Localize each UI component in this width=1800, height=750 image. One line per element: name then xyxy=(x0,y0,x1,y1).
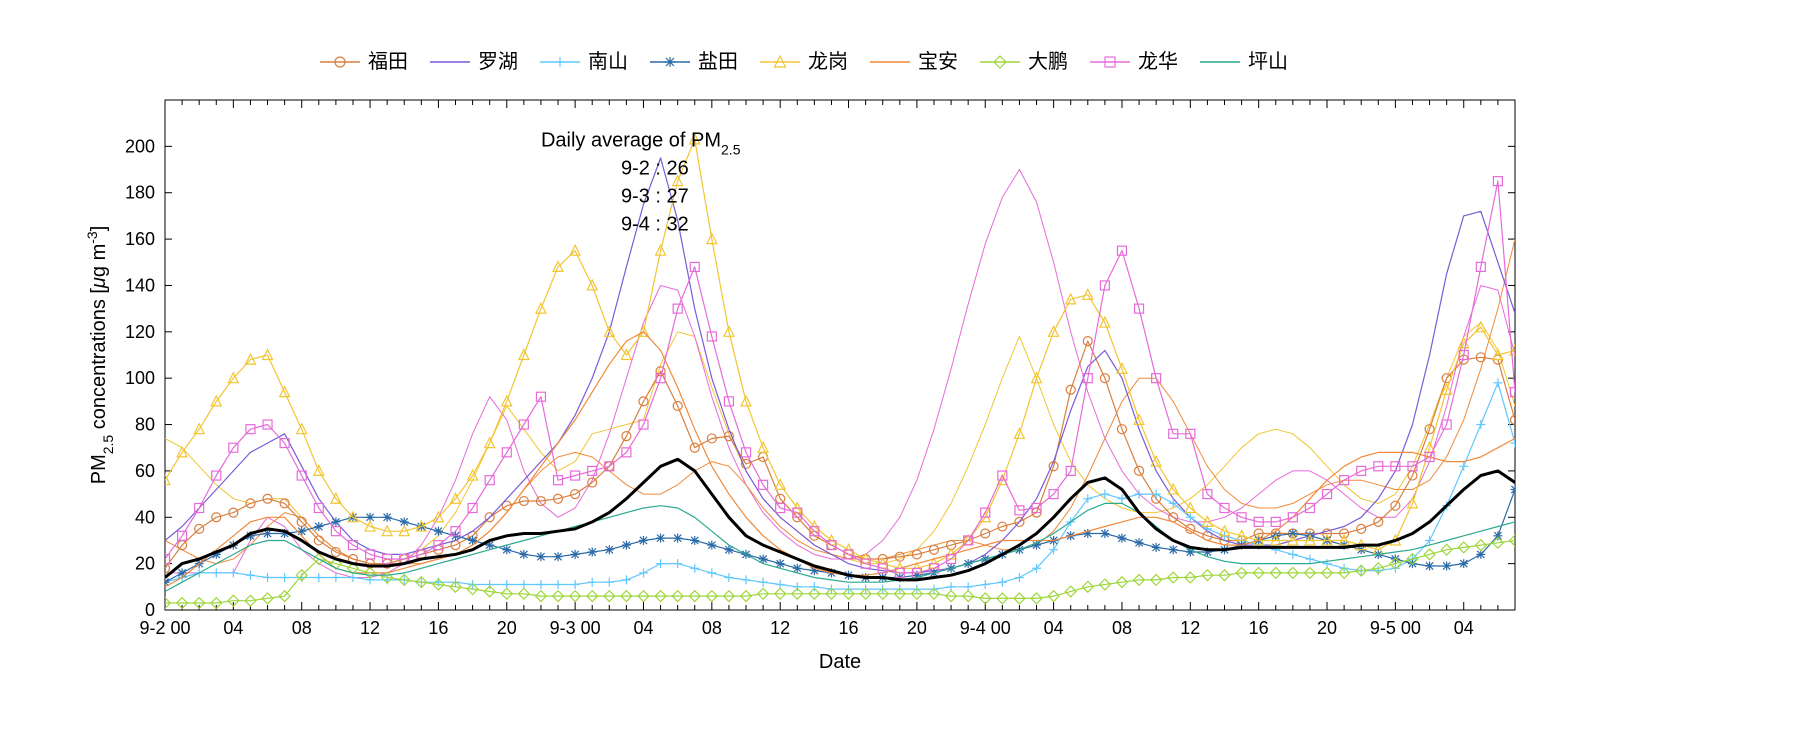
ytick-label: 80 xyxy=(135,415,155,435)
xtick-label: 12 xyxy=(360,618,380,638)
xtick-label: 16 xyxy=(1249,618,1269,638)
xtick-label: 20 xyxy=(1317,618,1337,638)
ytick-label: 160 xyxy=(125,229,155,249)
plot-area xyxy=(160,134,1521,608)
legend-label: 坪山 xyxy=(1248,50,1288,73)
legend-item: 龙岗 xyxy=(760,50,848,73)
legend-item: 盐田 xyxy=(650,50,738,73)
xtick-label: 9-3 00 xyxy=(550,618,601,638)
ytick-label: 200 xyxy=(125,136,155,156)
pm25-chart: 0 20 40 60 80 100 120 140 160 180 200 9-2 00 04 08 12 1… xyxy=(0,0,1800,750)
xtick-label: 08 xyxy=(702,618,722,638)
xtick-label: 08 xyxy=(292,618,312,638)
xtick-label: 16 xyxy=(839,618,859,638)
xtick-label: 9-2 00 xyxy=(139,618,190,638)
legend-item: 福田 xyxy=(320,50,408,73)
xtick-label: 20 xyxy=(497,618,517,638)
xtick-label: 04 xyxy=(223,618,243,638)
series-罗湖 xyxy=(165,158,1515,573)
ytick-label: 0 xyxy=(145,600,155,620)
ytick-label: 60 xyxy=(135,461,155,481)
series-龙岗 xyxy=(160,134,1520,573)
ytick-label: 40 xyxy=(135,507,155,527)
legend-label: 大鹏 xyxy=(1028,50,1068,73)
ytick-label: 120 xyxy=(125,322,155,342)
legend-label: 龙华 xyxy=(1138,50,1178,73)
ytick-label: 100 xyxy=(125,368,155,388)
legend-item: 坪山 xyxy=(1200,50,1288,73)
chart-svg: 0 20 40 60 80 100 120 140 160 180 200 9-2 00 04 08 12 1… xyxy=(0,0,1800,750)
xlabel: Date xyxy=(819,651,861,673)
legend-label: 龙岗 xyxy=(808,50,848,73)
series-南山 xyxy=(161,378,1520,593)
xtick-label: 9-5 00 xyxy=(1370,618,1421,638)
legend-item: 宝安 xyxy=(870,50,958,73)
ylabel: PM2.5 concentrations [μg m-3] xyxy=(84,226,116,485)
ytick-label: 180 xyxy=(125,183,155,203)
legend-item: 南山 xyxy=(540,50,628,73)
series-龙华-b xyxy=(165,170,1515,578)
xtick-label: 08 xyxy=(1112,618,1132,638)
ytick-label: 20 xyxy=(135,554,155,574)
xtick-label: 9-4 00 xyxy=(960,618,1011,638)
xtick-label: 12 xyxy=(770,618,790,638)
xtick-label: 16 xyxy=(428,618,448,638)
xtick-label: 20 xyxy=(907,618,927,638)
annotation-line: 9-4 : 32 xyxy=(621,213,689,235)
xtick-label: 04 xyxy=(1044,618,1064,638)
xtick-label: 12 xyxy=(1180,618,1200,638)
annotation-line: 9-3 : 27 xyxy=(621,185,689,207)
annotation-line: 9-2 : 26 xyxy=(621,157,689,179)
xtick-label: 04 xyxy=(633,618,653,638)
legend-item: 大鹏 xyxy=(980,50,1068,73)
ytick-label: 140 xyxy=(125,275,155,295)
legend-item: 龙华 xyxy=(1090,50,1178,73)
annotation-line: Daily average of PM2.5 xyxy=(541,129,741,157)
legend-label: 罗湖 xyxy=(478,50,518,73)
legend-label: 宝安 xyxy=(918,50,958,73)
legend-label: 南山 xyxy=(588,50,628,73)
xtick-label: 04 xyxy=(1454,618,1474,638)
legend-item: 罗湖 xyxy=(430,50,518,73)
legend-label: 盐田 xyxy=(698,50,738,73)
legend-label: 福田 xyxy=(368,50,408,73)
